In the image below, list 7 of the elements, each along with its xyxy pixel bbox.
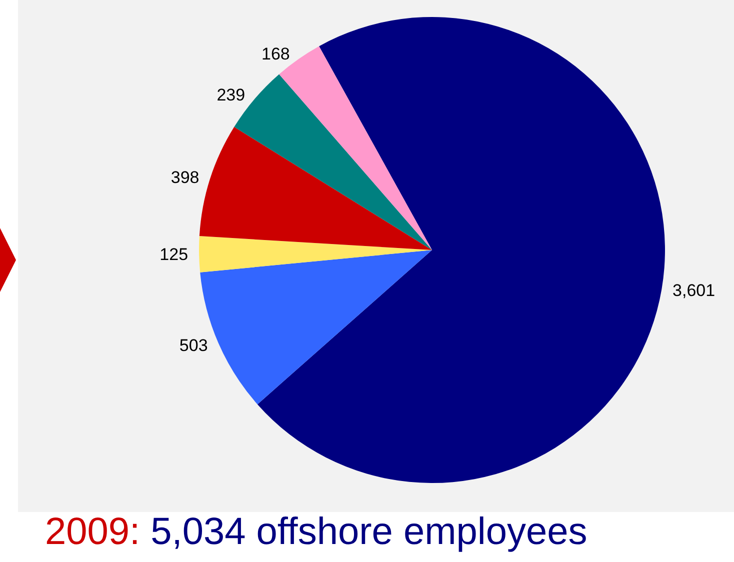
text: 2009: 5,034 offshore employees bbox=[45, 511, 588, 553]
data-label: 503 bbox=[179, 336, 208, 355]
data-label: 3,601 bbox=[672, 281, 716, 300]
data-label: 168 bbox=[262, 44, 290, 64]
data-label: 239 bbox=[216, 85, 246, 104]
data-label: 398 bbox=[170, 168, 200, 187]
data-label: 125 bbox=[160, 244, 188, 264]
